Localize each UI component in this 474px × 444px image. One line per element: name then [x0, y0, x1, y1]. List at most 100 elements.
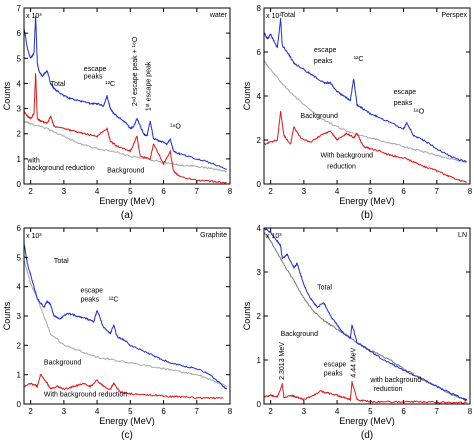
annotation-label: peaks — [314, 58, 333, 65]
chart-panel: 2 3 4 5 6 7 8 0 1 2 3 4 5 6 Energy (MeV) Counts x 10³ Gra… — [2, 224, 233, 441]
annotation-label: Total — [51, 81, 66, 88]
series-line-total — [24, 15, 227, 170]
x-tick-label: 7 — [435, 187, 440, 196]
series-line-background — [264, 232, 468, 400]
annotation-label: ¹²C — [105, 81, 115, 88]
x-tick-label: 5 — [128, 187, 133, 196]
y-tick-label: 4 — [257, 224, 262, 233]
plot-frame — [263, 227, 471, 405]
annotation-label: peaks — [80, 296, 99, 303]
series-line-with-background-reduction — [264, 110, 467, 183]
corner-label: Perspex — [441, 12, 467, 19]
annotation-label: Background — [107, 168, 144, 175]
annotation-label: 1ˢᵗ escape peak — [145, 61, 152, 111]
annotation-label: Background — [301, 113, 338, 120]
x-tick-label: 3 — [62, 407, 67, 416]
annotation-label: With background — [320, 153, 373, 160]
series-line-total — [264, 17, 467, 163]
annotation-label: escape — [314, 47, 337, 54]
annotation-label: 2.3013 MeV — [279, 342, 286, 380]
panel-label: (d) — [361, 430, 373, 441]
annotation-label: reduction — [327, 164, 356, 171]
y-tick-label: 5 — [17, 54, 22, 63]
x-tick-label: 2 — [268, 407, 273, 416]
x-tick-label: 7 — [435, 407, 440, 416]
panel-label: (c) — [121, 430, 133, 441]
x-tick-label: 2 — [28, 407, 33, 416]
y-tick-label: 1 — [17, 155, 22, 164]
exponent-label: x 10³ — [26, 233, 42, 240]
series-line-background — [24, 259, 227, 387]
annotation-label: Total — [281, 12, 296, 19]
x-tick-label: 5 — [128, 407, 133, 416]
y-tick-label: 2 — [17, 130, 22, 139]
exponent-label: x 10³ — [26, 13, 42, 20]
series-group — [264, 17, 467, 183]
corner-label: water — [209, 12, 228, 19]
y-tick-label: 3 — [257, 268, 262, 277]
annotation-label: peaks — [324, 370, 343, 377]
y-tick-label: 0 — [257, 180, 262, 189]
x-axis-label: Energy (MeV) — [99, 416, 155, 426]
annotation-label: escape — [324, 362, 347, 369]
annotation-label: Total — [54, 258, 69, 265]
x-tick-label: 3 — [302, 187, 307, 196]
x-tick-label: 4 — [335, 187, 340, 196]
y-tick-label: 3 — [17, 105, 22, 114]
y-axis-label: Counts — [242, 301, 252, 330]
y-tick-label: 6 — [17, 224, 22, 233]
series-group — [264, 228, 468, 404]
y-tick-label: 0 — [17, 400, 22, 409]
x-tick-label: 5 — [368, 187, 373, 196]
x-axis-label: Energy (MeV) — [339, 416, 395, 426]
series-line-total — [24, 242, 228, 390]
series-line-with-background-reduction — [24, 73, 227, 184]
y-tick-label: 6 — [257, 48, 262, 57]
panel-label: (b) — [361, 210, 373, 221]
series-line-with-background-reduction — [24, 374, 224, 400]
x-tick-label: 2 — [268, 187, 273, 196]
x-tick-label: 4 — [95, 187, 100, 196]
y-tick-label: 4 — [257, 92, 262, 101]
corner-label: Graphite — [200, 232, 227, 239]
y-tick-label: 7 — [17, 4, 22, 13]
y-axis-label: Counts — [2, 81, 12, 110]
annotation-label: 2ⁿᵈ escape peak + ¹⁶O — [132, 36, 139, 106]
y-tick-label: 4 — [17, 283, 22, 292]
y-tick-label: 1 — [257, 356, 262, 365]
annotation-label: 4.44 MeV — [350, 347, 357, 377]
series-line-total — [264, 228, 468, 402]
x-tick-label: 2 — [28, 187, 33, 196]
exponent-label: x 10³ — [266, 233, 282, 240]
y-tick-label: 6 — [17, 29, 22, 38]
chart-panel: 2 3 4 5 6 7 8 0 1 2 3 4 5 6 7 Energy (MeV) Counts x 10³ wa… — [2, 4, 233, 221]
x-axis-label: Energy (MeV) — [99, 196, 155, 206]
x-tick-label: 7 — [195, 187, 200, 196]
y-tick-label: 2 — [17, 341, 22, 350]
annotation-label: ¹⁶O — [414, 109, 425, 116]
annotation-label: ¹²C — [354, 56, 364, 63]
annotation-label: escape — [394, 89, 417, 96]
annotation-label: With background reduction — [44, 392, 127, 399]
annotation-label: peaks — [84, 73, 103, 80]
annotation-label: escape — [84, 66, 107, 73]
annotation-label: ¹²C — [109, 296, 119, 303]
y-tick-label: 4 — [17, 79, 22, 88]
y-tick-label: 2 — [257, 136, 262, 145]
x-tick-label: 6 — [401, 407, 406, 416]
series-line-background — [24, 120, 227, 173]
x-tick-label: 3 — [62, 187, 67, 196]
annotation-label: peaks — [394, 100, 413, 107]
x-tick-label: 8 — [468, 407, 473, 416]
x-tick-label: 5 — [368, 407, 373, 416]
x-tick-label: 6 — [161, 407, 166, 416]
series-group — [24, 242, 228, 400]
y-tick-label: 5 — [17, 253, 22, 262]
annotation-label: background reduction — [27, 165, 94, 172]
y-axis-label: Counts — [2, 301, 12, 330]
y-axis-label: Counts — [242, 81, 252, 110]
x-tick-label: 8 — [468, 187, 473, 196]
panel-label: (a) — [121, 210, 133, 221]
